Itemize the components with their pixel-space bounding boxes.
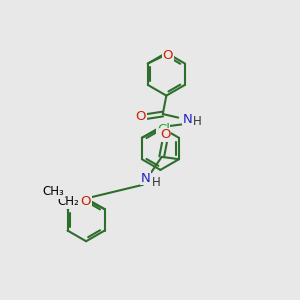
Text: H: H xyxy=(152,176,160,189)
Text: O: O xyxy=(160,128,170,141)
Text: N: N xyxy=(141,172,151,185)
Text: H: H xyxy=(193,115,202,128)
Text: O: O xyxy=(163,49,173,62)
Text: Cl: Cl xyxy=(157,123,170,136)
Text: O: O xyxy=(80,195,91,208)
Text: CH₃: CH₃ xyxy=(43,185,64,198)
Text: N: N xyxy=(183,112,193,126)
Text: CH₂: CH₂ xyxy=(58,195,79,208)
Text: O: O xyxy=(136,110,146,123)
